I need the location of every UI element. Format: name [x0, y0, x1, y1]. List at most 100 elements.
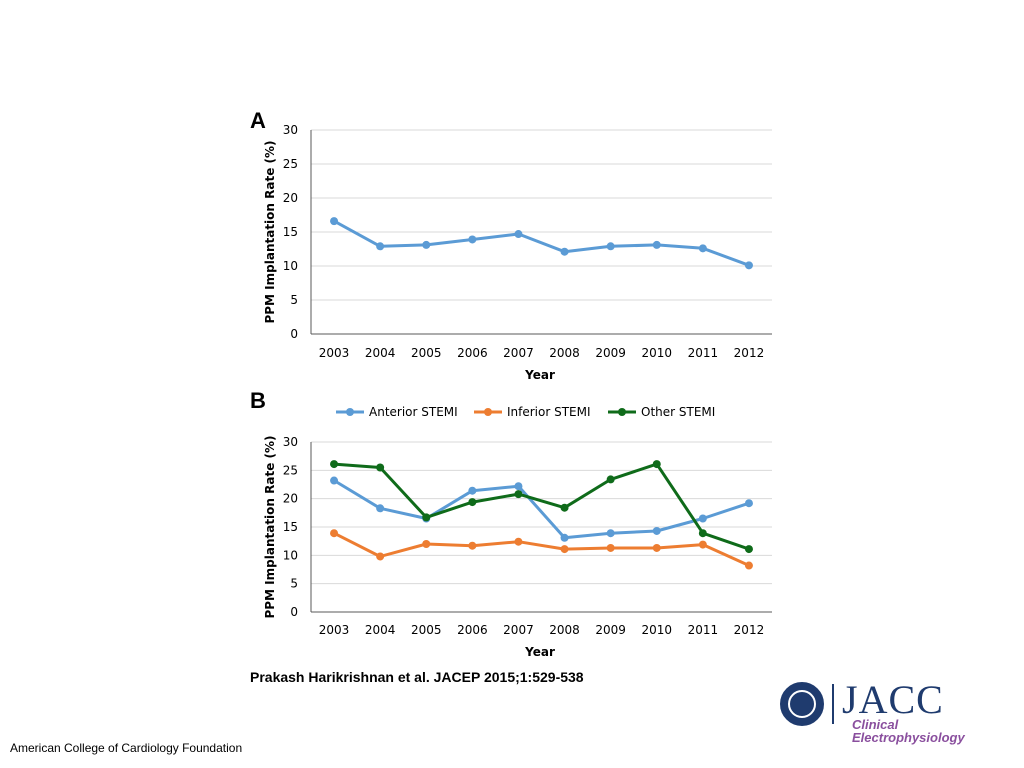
y-tick-label: 20	[283, 191, 298, 205]
series-line	[333, 479, 750, 540]
data-point	[514, 490, 523, 499]
x-tick-label: 2005	[411, 346, 442, 360]
panel-b-y-axis-title: PPM Implantation Rate (%)	[263, 435, 277, 618]
data-point	[422, 540, 431, 548]
x-tick-label: 2012	[734, 346, 765, 360]
legend-label: Inferior STEMI	[507, 405, 591, 419]
chart-panel-b: B Anterior STEMI Inferior STEMI Other STEM…	[250, 388, 772, 659]
data-point	[422, 513, 431, 522]
x-tick-label: 2007	[503, 623, 534, 637]
data-point	[606, 543, 615, 552]
panel-b-gridlines	[310, 441, 772, 613]
data-point	[468, 486, 477, 495]
logo-line-1: Clinical	[852, 717, 899, 732]
acc-seal-icon	[780, 682, 824, 726]
data-point	[468, 498, 477, 507]
data-point	[514, 230, 523, 239]
data-point	[744, 499, 753, 508]
x-tick-label: 2008	[549, 623, 580, 637]
data-point	[376, 552, 385, 561]
x-tick-label: 2005	[411, 623, 442, 637]
x-tick-label: 2006	[457, 623, 488, 637]
y-tick-label: 25	[283, 157, 298, 171]
panel-a-x-axis-title: Year	[524, 368, 555, 382]
y-tick-label: 15	[283, 225, 298, 239]
data-point	[652, 240, 661, 249]
series-line	[333, 219, 750, 267]
logo-brand: JACC	[842, 677, 944, 722]
panel-a-series	[330, 217, 753, 270]
panel-a-y-ticks: 0 5 10 15 20 25 30	[283, 123, 298, 341]
data-point	[376, 242, 385, 251]
x-tick-label: 2011	[688, 623, 719, 637]
footer-organization: American College of Cardiology Foundatio…	[10, 741, 243, 755]
data-point	[698, 540, 707, 549]
y-tick-label: 0	[290, 327, 298, 341]
data-point	[606, 242, 615, 251]
legend-swatch-marker	[484, 408, 492, 416]
jacc-ep-logo: JACC Clinical Electrophysiology	[780, 677, 980, 746]
data-point	[376, 463, 385, 472]
data-point	[422, 240, 431, 249]
panel-b-y-ticks: 0 5 10 15 20 25 30	[283, 435, 298, 619]
x-tick-label: 2011	[688, 346, 719, 360]
data-point	[698, 244, 707, 253]
data-point	[744, 561, 753, 570]
data-point	[330, 529, 339, 538]
x-tick-label: 2010	[641, 623, 672, 637]
y-tick-label: 20	[283, 492, 298, 506]
data-point	[560, 503, 569, 512]
series-line	[333, 531, 750, 567]
panel-a-x-ticks: 2003 2004 2005 2006 2007 2008 2009 2010 2011 2012	[319, 346, 764, 360]
data-point	[560, 533, 569, 542]
data-point	[468, 235, 477, 244]
logo-line-2: Electrophysiology	[852, 730, 965, 745]
citation: Prakash Harikrishnan et al. JACEP 2015;1…	[250, 669, 584, 685]
panel-b-x-axis-title: Year	[524, 645, 555, 659]
data-point	[376, 504, 385, 513]
data-point	[330, 217, 339, 226]
x-tick-label: 2003	[319, 623, 350, 637]
data-point	[514, 482, 523, 491]
data-point	[652, 460, 661, 469]
data-point	[698, 529, 707, 538]
legend-swatch-marker	[618, 408, 626, 416]
panel-b-x-ticks: 2003 2004 2005 2006 2007 2008 2009 2010 2011 2012	[319, 623, 764, 637]
x-tick-label: 2004	[365, 623, 396, 637]
y-tick-label: 5	[290, 293, 298, 307]
data-point	[606, 475, 615, 484]
panel-a-letter: A	[250, 108, 266, 133]
y-tick-label: 0	[290, 605, 298, 619]
x-tick-label: 2009	[595, 623, 626, 637]
data-point	[330, 460, 339, 469]
data-point	[514, 537, 523, 546]
data-point	[744, 261, 753, 270]
data-point	[468, 541, 477, 550]
legend-label: Anterior STEMI	[369, 405, 458, 419]
x-tick-label: 2009	[595, 346, 626, 360]
data-point	[560, 545, 569, 554]
panel-a-gridlines	[310, 129, 772, 335]
y-tick-label: 25	[283, 463, 298, 477]
x-tick-label: 2003	[319, 346, 350, 360]
data-point	[560, 247, 569, 256]
y-tick-label: 15	[283, 520, 298, 534]
legend-swatch-marker	[346, 408, 354, 416]
data-point	[652, 526, 661, 535]
x-tick-label: 2010	[641, 346, 672, 360]
x-tick-label: 2004	[365, 346, 396, 360]
data-point	[652, 543, 661, 552]
data-point	[744, 545, 753, 554]
data-point	[698, 514, 707, 523]
panel-b-series	[330, 460, 753, 570]
panel-b-legend: Anterior STEMI Inferior STEMI Other STEMI	[336, 405, 715, 419]
data-point	[606, 529, 615, 538]
y-tick-label: 5	[290, 577, 298, 591]
x-tick-label: 2007	[503, 346, 534, 360]
legend-label: Other STEMI	[641, 405, 715, 419]
y-tick-label: 10	[283, 548, 298, 562]
logo-divider	[832, 684, 834, 724]
y-tick-label: 30	[283, 435, 298, 449]
